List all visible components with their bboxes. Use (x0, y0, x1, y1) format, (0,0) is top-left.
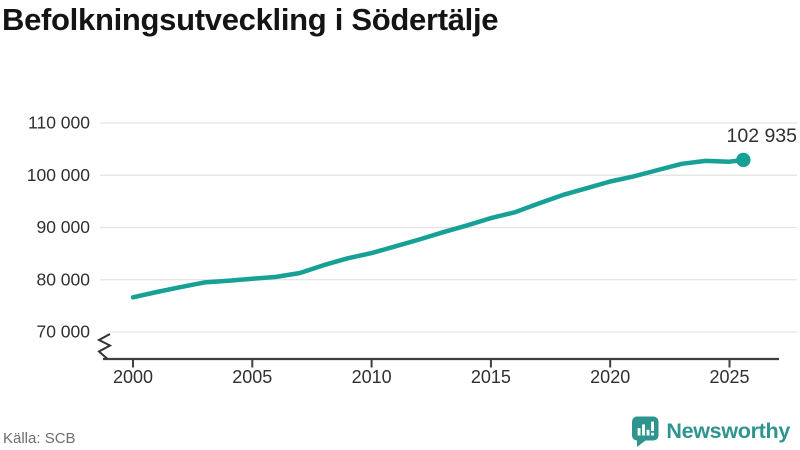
y-tick-label: 100 000 (27, 165, 91, 185)
end-label-layer: 102 935 (727, 125, 798, 147)
source-label: Källa: SCB (3, 430, 76, 447)
end-value-label: 102 935 (727, 125, 798, 147)
x-tick-label: 2025 (709, 367, 749, 387)
series-layer (130, 152, 751, 300)
exclamation-stem (651, 421, 655, 431)
speech-bubble-shape (632, 416, 659, 447)
x-tick-label: 2020 (590, 367, 630, 387)
page-title: Befolkningsutveckling i Södertälje (2, 2, 499, 37)
y-tick-label: 80 000 (36, 269, 90, 289)
x-tick-label: 2005 (232, 367, 272, 387)
y-tick-label: 110 000 (28, 113, 90, 133)
x-tick-label: 2000 (113, 367, 153, 387)
newsworthy-logo[interactable]: Newsworthy (632, 416, 790, 447)
gridlines-layer: 110 000 100 000 90 000 80 000 70 000 (27, 113, 797, 342)
y-axis-break-icon (96, 333, 113, 360)
x-tick-label: 2010 (352, 367, 392, 387)
population-line (130, 157, 746, 300)
axis-layer: 2000 2005 2010 2015 2020 2025 (96, 333, 779, 387)
bar-chart-speech-bubble-icon (632, 416, 659, 447)
bar-1 (637, 428, 641, 436)
y-tick-label: 90 000 (36, 217, 90, 237)
bar-3 (646, 429, 650, 436)
bar-2 (642, 424, 646, 436)
logo-text: Newsworthy (666, 419, 790, 443)
exclamation-dot (651, 432, 655, 436)
end-point-marker (736, 152, 751, 168)
x-tick-label: 2015 (471, 367, 511, 387)
y-tick-label: 70 000 (36, 322, 90, 342)
